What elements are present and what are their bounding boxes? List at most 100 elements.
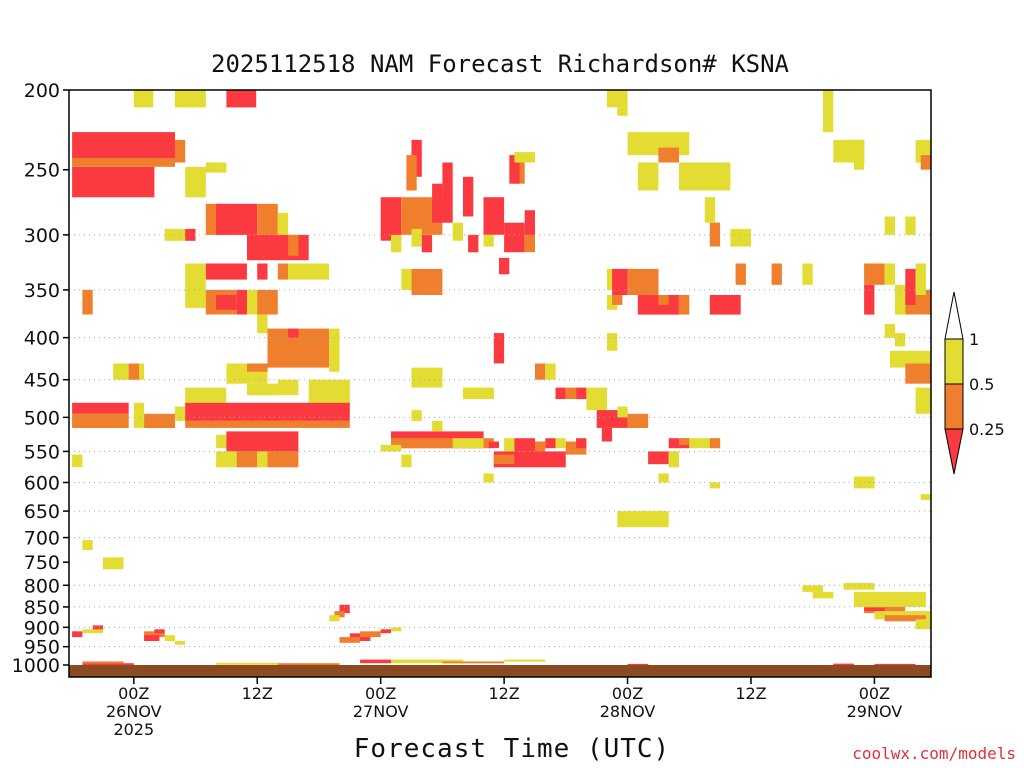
ri-cell [401, 268, 412, 290]
colorbar-bin-orange [944, 383, 964, 430]
y-tick-label: 600 [24, 472, 60, 494]
x-tick-label: 00Z [859, 684, 890, 703]
ri-cell [277, 379, 299, 396]
ri-cell [905, 216, 916, 235]
ri-cell [514, 438, 535, 452]
ri-cell [709, 482, 721, 489]
ri-cell [504, 222, 525, 253]
ri-cell [72, 631, 83, 638]
ri-cell [257, 314, 268, 334]
x-tick-label: 29NOV [847, 702, 903, 721]
ri-cell [72, 132, 175, 163]
y-tick-label: 650 [24, 501, 60, 523]
y-tick-label: 400 [24, 328, 60, 350]
ri-cell [288, 263, 330, 280]
ri-cell [565, 387, 577, 400]
ri-cell [586, 387, 607, 411]
ri-cell [277, 212, 289, 235]
ri-cell [452, 222, 463, 241]
y-tick-label: 550 [24, 441, 60, 463]
ri-cell [380, 444, 402, 452]
ri-cell [658, 295, 669, 305]
ri-cell [833, 663, 854, 666]
ri-cell [545, 438, 556, 449]
y-tick-label: 700 [24, 528, 60, 550]
ri-cell [267, 451, 299, 468]
ri-cell [216, 662, 278, 665]
ri-cell [113, 363, 145, 380]
ri-cell [236, 289, 247, 315]
colorbar-top-arrow [944, 291, 964, 340]
ri-cell [452, 438, 484, 449]
ri-cell [411, 367, 443, 388]
ri-cell [154, 629, 165, 634]
ri-cell [216, 295, 237, 310]
ri-cell [555, 438, 566, 449]
x-axis-title: Forecast Time (UTC) [353, 734, 671, 764]
ri-cell [601, 427, 613, 442]
ri-cell [617, 511, 669, 528]
ri-cell [247, 363, 268, 372]
ri-cell [463, 387, 494, 400]
ri-cell [576, 387, 587, 400]
ri-cell [205, 263, 247, 280]
ri-cell [360, 659, 391, 664]
ri-cell [504, 659, 546, 662]
ri-cell [802, 263, 813, 285]
x-tick-label: 00Z [612, 684, 643, 703]
ri-cell [468, 234, 479, 253]
y-tick-label: 500 [24, 407, 60, 429]
ri-cell [617, 406, 628, 418]
y-tick-label: 200 [24, 80, 60, 102]
ri-cell [843, 583, 875, 590]
ri-cell [442, 661, 505, 664]
colorbar-legend: 1 0.5 0.25 [944, 291, 1005, 475]
ri-cell [257, 289, 278, 315]
ri-cell [637, 162, 659, 191]
ri-cell [288, 328, 299, 338]
ri-cell [288, 234, 299, 256]
ri-cell [704, 197, 715, 223]
ri-cell [535, 363, 546, 380]
ri-cell [72, 402, 129, 414]
ri-cell [884, 615, 926, 622]
ri-cell [627, 663, 649, 666]
ri-cell [432, 183, 443, 223]
ri-cell [607, 90, 628, 108]
ri-cell [874, 663, 916, 666]
ri-cell [864, 607, 885, 612]
colorbar-label: 0.25 [969, 420, 1005, 439]
ri-cell [329, 328, 340, 372]
ri-cell [257, 451, 268, 468]
ri-cell [915, 387, 931, 414]
ri-cell [895, 284, 906, 315]
ri-cell [406, 155, 417, 191]
ri-cell [185, 166, 206, 198]
ri-cell [205, 162, 227, 173]
ri-cell [483, 197, 505, 235]
ri-cell [884, 216, 895, 235]
colorbar-bin-yellow [944, 338, 964, 385]
ri-cell [576, 438, 587, 449]
y-tick-label: 350 [24, 280, 60, 302]
ri-cell [920, 155, 931, 170]
ri-cell [257, 263, 268, 280]
ri-cell [185, 420, 350, 428]
ri-cell [72, 158, 175, 167]
chart-title: 2025112518 NAM Forecast Richardson# KSNA [211, 50, 789, 78]
ri-cell [82, 540, 93, 551]
ri-cell [524, 210, 535, 235]
ri-cell [185, 402, 350, 421]
x-tick-label: 00Z [365, 684, 396, 703]
ri-cell [391, 438, 484, 449]
ri-cell [493, 454, 515, 465]
colorbar-label: 1 [969, 330, 979, 349]
ri-cell [483, 234, 494, 247]
ri-cell [432, 420, 443, 432]
ri-cell [174, 139, 186, 163]
ri-cell [648, 451, 669, 465]
ri-cell [339, 604, 350, 614]
ri-cell [185, 263, 206, 308]
ri-cell [411, 228, 422, 247]
ri-cell [380, 629, 391, 634]
